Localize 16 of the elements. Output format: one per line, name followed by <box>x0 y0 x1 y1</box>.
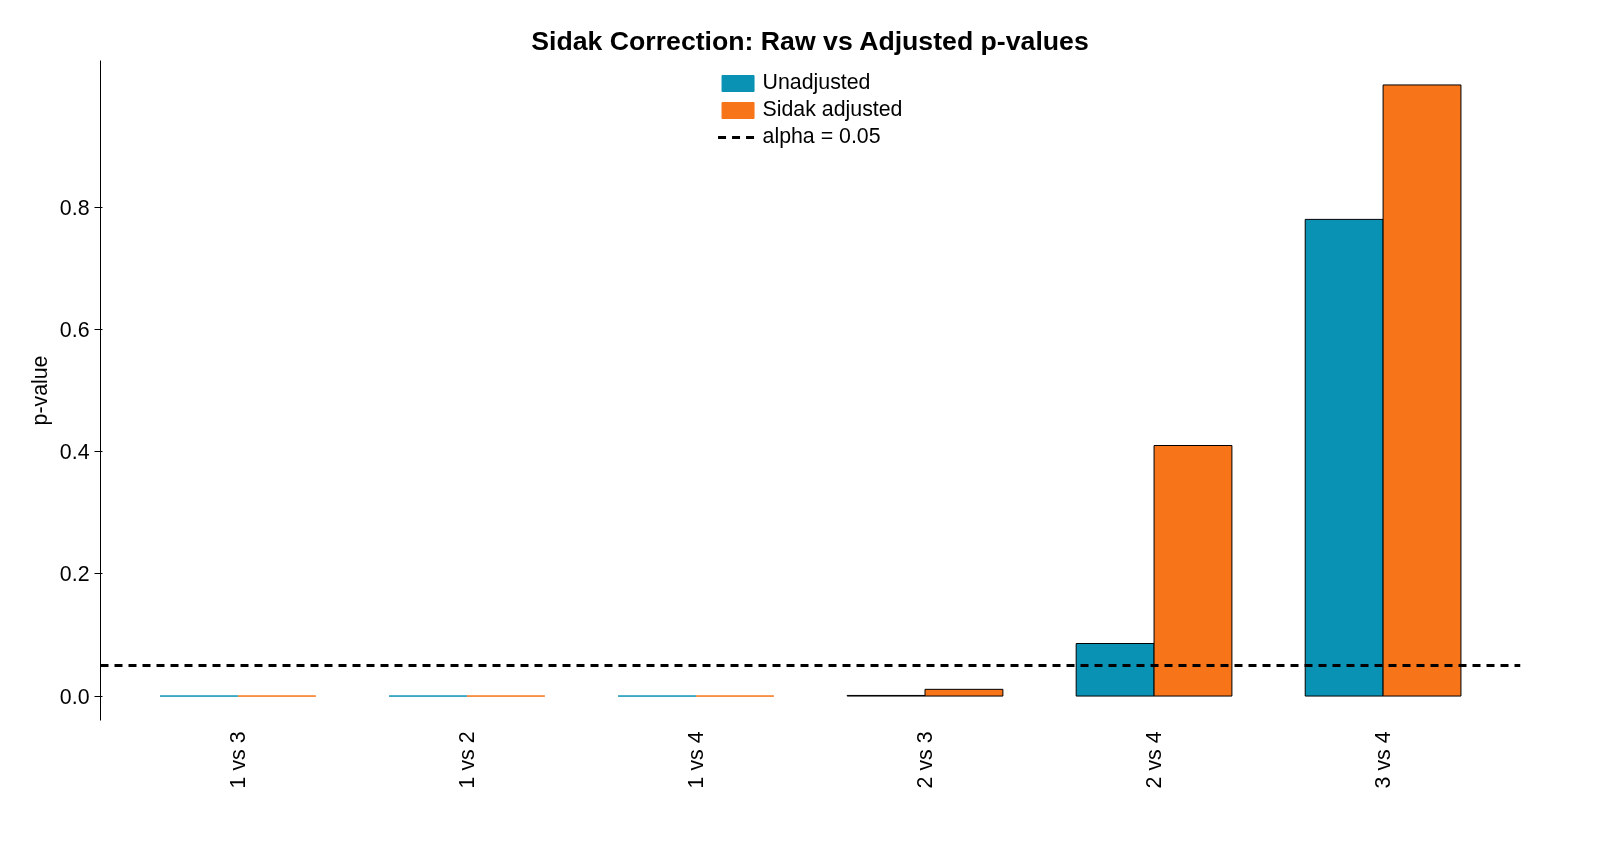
x-tick-label: 2 vs 4 <box>1142 731 1167 789</box>
legend-label: alpha = 0.05 <box>762 124 881 149</box>
y-axis-title: p-value <box>27 355 52 426</box>
x-tick-label: 1 vs 2 <box>454 731 479 789</box>
x-tick-label: 2 vs 3 <box>913 731 938 789</box>
legend-label: Sidak adjusted <box>762 97 903 122</box>
y-tick-label: 0.0 <box>59 684 90 709</box>
chart-title: Sidak Correction: Raw vs Adjusted p-values <box>531 25 1089 56</box>
y-tick-label: 0.8 <box>59 195 90 220</box>
y-tick-label: 0.2 <box>59 562 90 587</box>
x-tick-label: 3 vs 4 <box>1371 731 1396 789</box>
x-tick-label: 1 vs 4 <box>683 731 708 789</box>
y-tick-label: 0.6 <box>59 317 90 342</box>
x-tick-label: 1 vs 3 <box>225 731 250 789</box>
legend-label: Unadjusted <box>762 70 871 95</box>
y-tick-label: 0.4 <box>59 440 90 465</box>
